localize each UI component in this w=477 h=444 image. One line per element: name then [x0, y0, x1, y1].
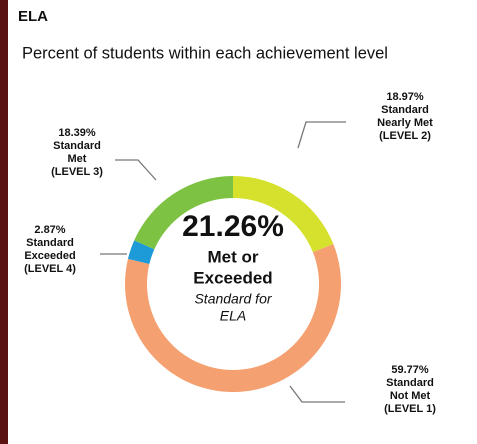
category-label: Exceeded — [24, 250, 75, 262]
category-label: Standard — [381, 104, 429, 116]
data-label: 59.77% — [391, 364, 429, 376]
data-label: 18.39% — [58, 127, 96, 139]
category-label: Standard — [26, 237, 74, 249]
center-note: Standard for — [194, 291, 272, 307]
center-line: Exceeded — [193, 268, 272, 287]
data-label: 18.97% — [386, 91, 424, 103]
donut-segment — [125, 244, 342, 393]
category-label: Standard — [386, 377, 434, 389]
leader-line — [115, 159, 157, 181]
category-label: (LEVEL 2) — [379, 130, 431, 142]
chart-title: ELA — [18, 8, 48, 25]
side-bar — [0, 0, 8, 444]
leader-line — [289, 385, 345, 403]
category-label: Met — [68, 153, 87, 165]
category-label: Nearly Met — [377, 117, 433, 129]
data-label: 2.87% — [34, 224, 65, 236]
donut-segment — [233, 176, 334, 253]
leader-line — [297, 121, 346, 149]
category-label: Standard — [53, 140, 101, 152]
category-label: Not Met — [390, 390, 431, 402]
center-line: Met or — [208, 247, 259, 266]
chart-subtitle: Percent of students within each achievem… — [22, 44, 388, 62]
donut-segment — [127, 240, 155, 264]
category-label: (LEVEL 4) — [24, 263, 76, 275]
center-note: ELA — [220, 308, 246, 324]
donut-segment — [134, 176, 233, 250]
center-value: 21.26% — [182, 210, 284, 243]
category-label: (LEVEL 1) — [384, 403, 436, 415]
category-label: (LEVEL 3) — [51, 166, 103, 178]
